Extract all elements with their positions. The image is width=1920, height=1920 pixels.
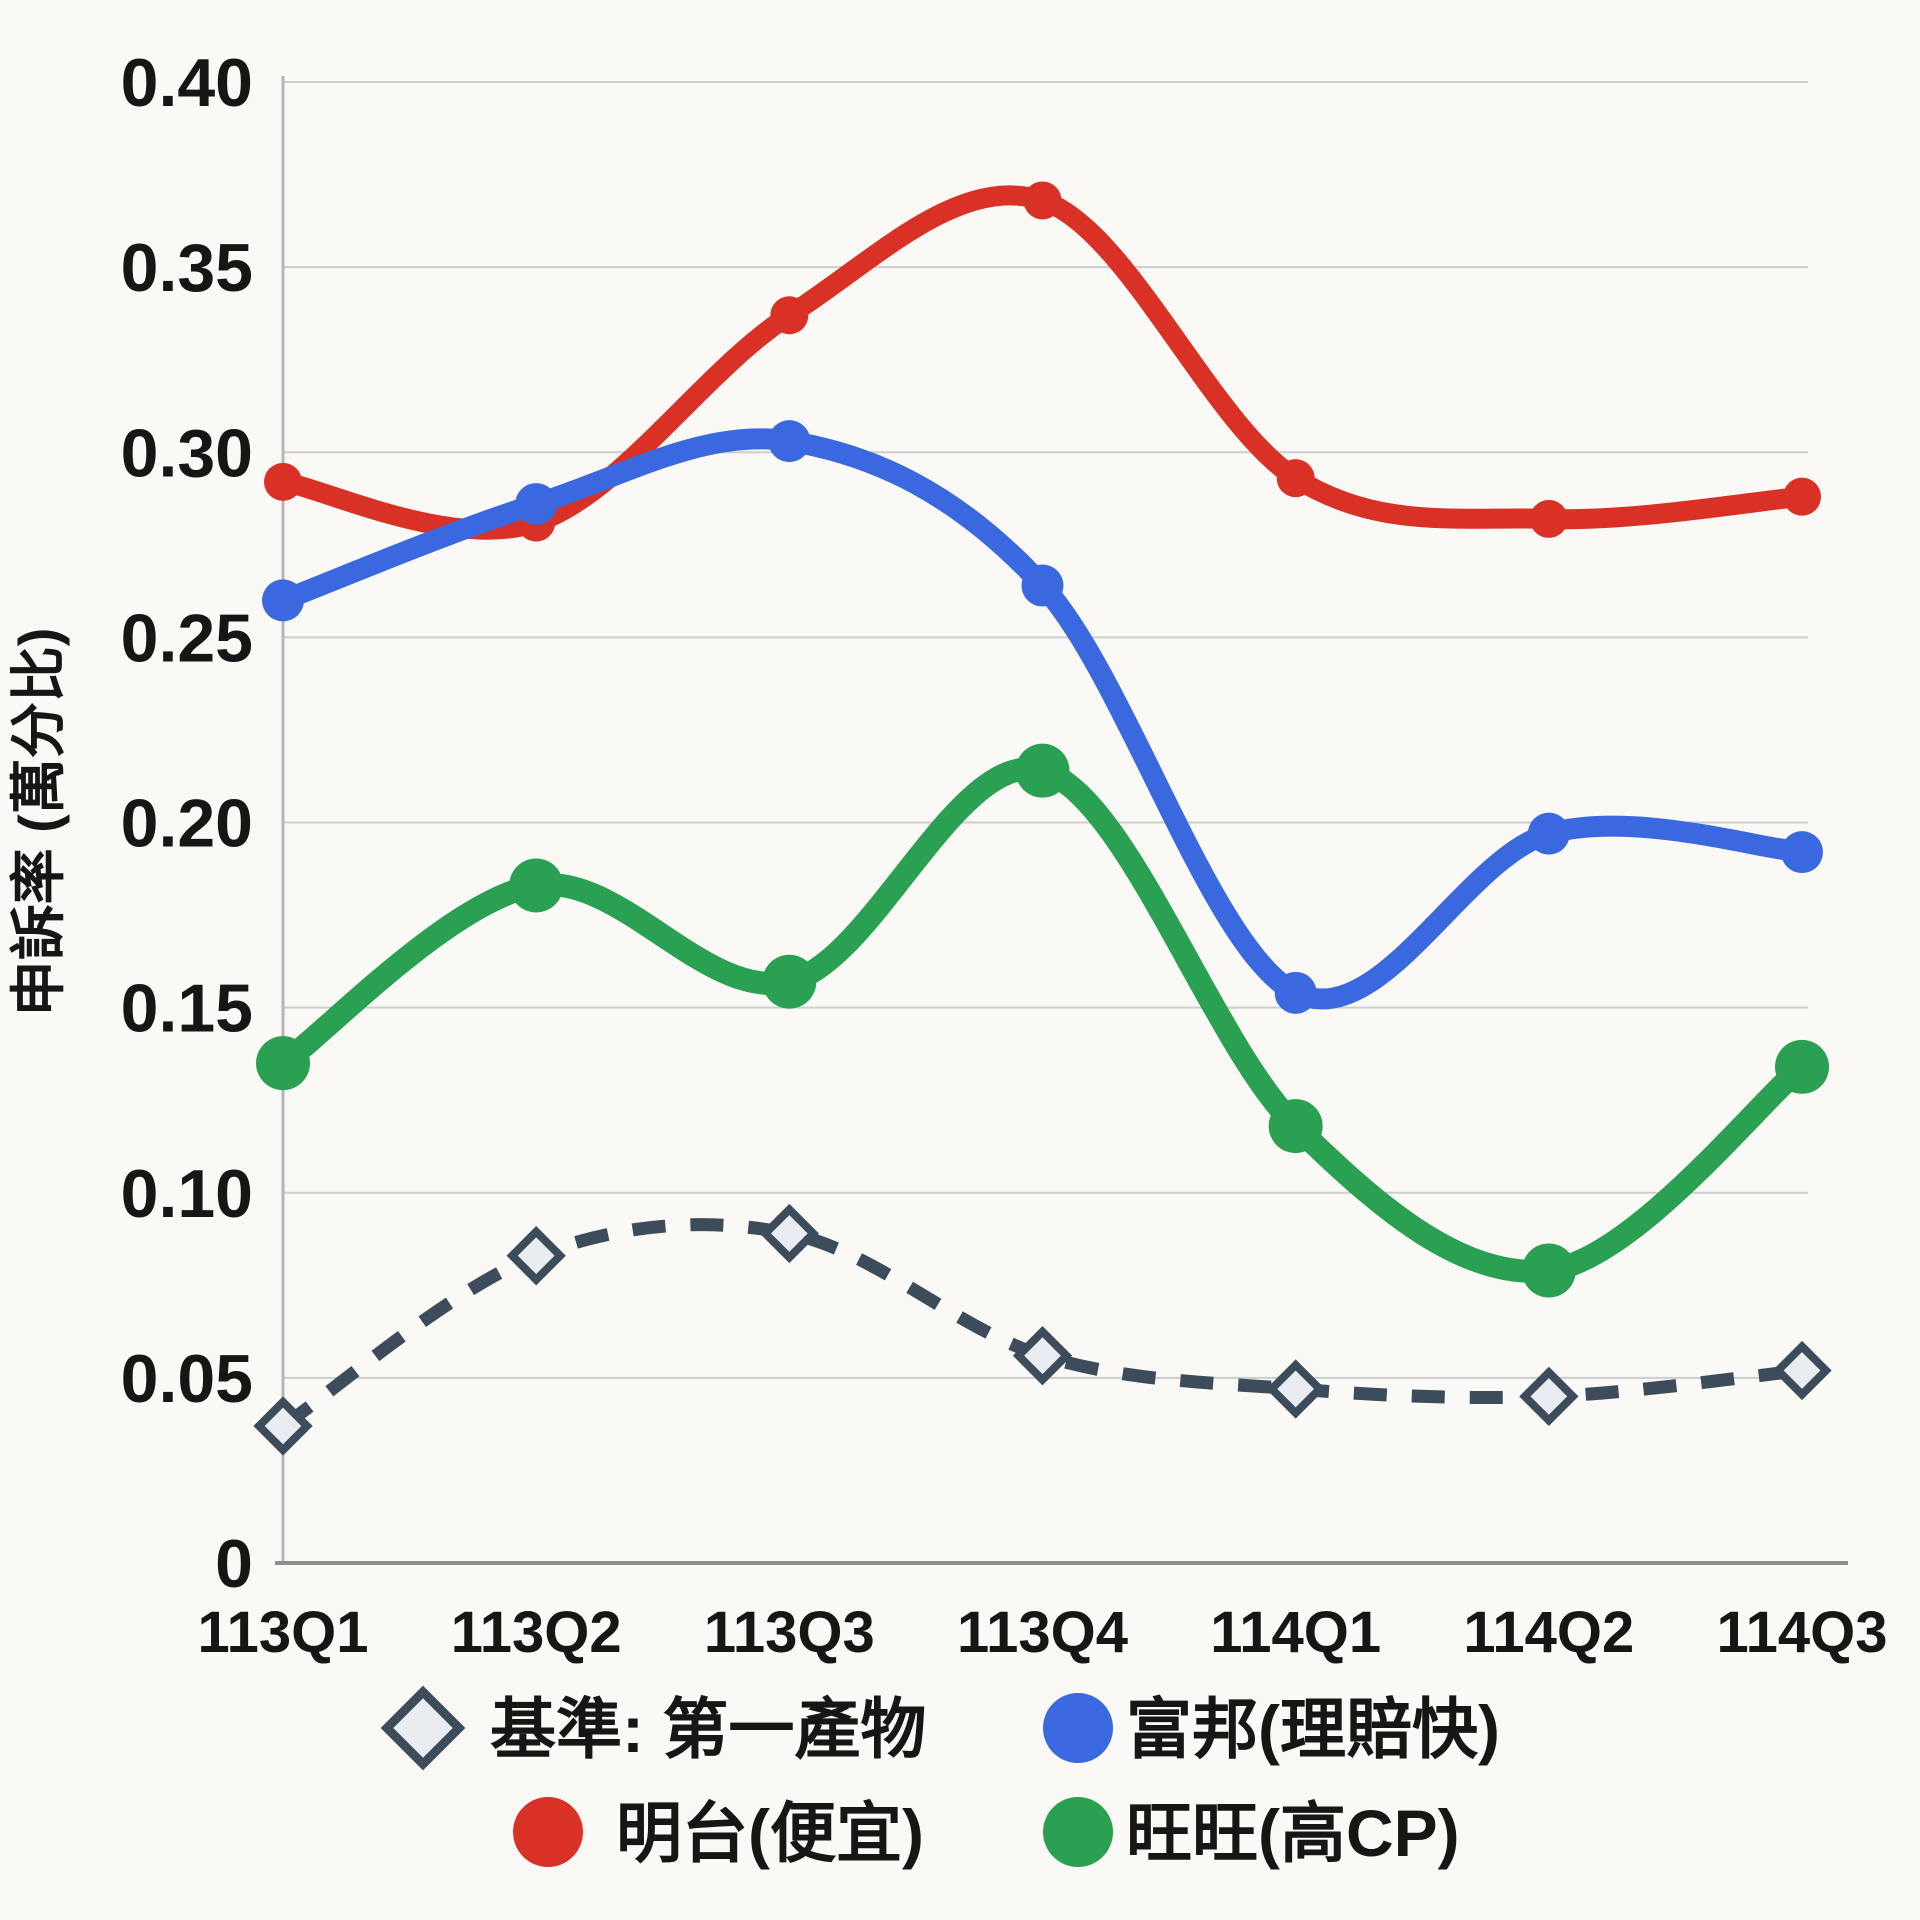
y-tick-label: 0.30 (121, 415, 253, 491)
series-0 (253, 1203, 1832, 1456)
data-point-diamond (759, 1203, 819, 1264)
series-line (271, 757, 1814, 1283)
x-axis-tick-labels: 113Q1 113Q2 113Q3 113Q4 114Q1 114Q2 114Q3 (198, 1600, 1888, 1665)
data-point (509, 858, 564, 913)
data-point (1783, 477, 1821, 516)
legend: 基準: 第一產物 富邦(理賠快) 明台(便宜) 旺旺(高CP) (380, 1685, 1500, 1870)
x-tick-label: 113Q2 (451, 1600, 622, 1665)
data-point (1268, 1099, 1323, 1154)
x-tick-label: 113Q3 (704, 1600, 875, 1665)
data-point-diamond (1266, 1359, 1326, 1419)
legend-dot-icon (513, 1797, 583, 1867)
x-tick-label: 114Q3 (1717, 1600, 1888, 1665)
data-point (1021, 564, 1064, 607)
legend-item-2: 明台(便宜) (513, 1796, 924, 1870)
series-line (273, 185, 1812, 540)
data-point (1521, 1243, 1576, 1298)
data-point-diamond (253, 1396, 313, 1456)
legend-diamond-icon (380, 1685, 466, 1771)
legend-item-0: 基準: 第一產物 (380, 1685, 926, 1771)
x-tick-label: 113Q4 (957, 1600, 1128, 1665)
y-tick-label: 0.10 (121, 1156, 253, 1232)
legend-dot-icon (1043, 1693, 1113, 1763)
legend-label: 基準: 第一產物 (490, 1692, 926, 1766)
data-point (1781, 831, 1823, 874)
y-tick-label: 0.35 (121, 230, 253, 306)
data-point (1276, 459, 1315, 498)
data-point-diamond (1772, 1340, 1832, 1401)
y-tick-label: 0.20 (121, 786, 253, 862)
data-point (1775, 1039, 1829, 1094)
data-point (1529, 499, 1568, 538)
data-point (768, 420, 811, 463)
data-point (1023, 181, 1062, 220)
series-3 (256, 743, 1829, 1298)
axis-lines (275, 76, 1848, 1565)
data-point (770, 296, 809, 335)
legend-dot-icon (1043, 1797, 1113, 1867)
data-point-diamond (1519, 1366, 1579, 1427)
data-point (264, 462, 302, 501)
gridlines (283, 81, 1808, 1379)
y-axis-title: 申訴率 (萬分比) (7, 628, 70, 1017)
legend-label: 旺旺(高CP) (1126, 1796, 1460, 1870)
data-point (762, 954, 817, 1009)
y-tick-label: 0.15 (121, 971, 253, 1047)
y-tick-label: 0.05 (121, 1341, 253, 1417)
legend-label: 富邦(理賠快) (1126, 1692, 1500, 1766)
data-point (256, 1036, 310, 1091)
x-tick-label: 113Q1 (198, 1600, 369, 1665)
legend-label: 明台(便宜) (616, 1796, 924, 1870)
data-point-diamond (506, 1226, 566, 1286)
y-tick-label: 0.25 (121, 600, 253, 676)
series-2 (264, 181, 1821, 542)
y-tick-label: 0 (215, 1526, 253, 1602)
legend-item-3: 旺旺(高CP) (1043, 1796, 1460, 1870)
data-point (262, 579, 304, 622)
x-tick-label: 114Q1 (1210, 1600, 1381, 1665)
x-tick-label: 114Q2 (1463, 1600, 1634, 1665)
series-1 (262, 420, 1823, 1014)
data-point-diamond (1012, 1326, 1073, 1386)
data-series (253, 181, 1832, 1456)
data-point (515, 483, 558, 526)
y-tick-label: 0.40 (121, 45, 253, 121)
legend-item-1: 富邦(理賠快) (1043, 1692, 1500, 1766)
data-point (1274, 971, 1317, 1014)
y-axis-title-group: 申訴率 (萬分比) (7, 628, 70, 1017)
data-point (1015, 743, 1070, 798)
data-point (1527, 812, 1570, 855)
y-axis-tick-labels: 0.40 0.35 0.30 0.25 0.20 0.15 0.10 0.05 0 (121, 45, 253, 1602)
